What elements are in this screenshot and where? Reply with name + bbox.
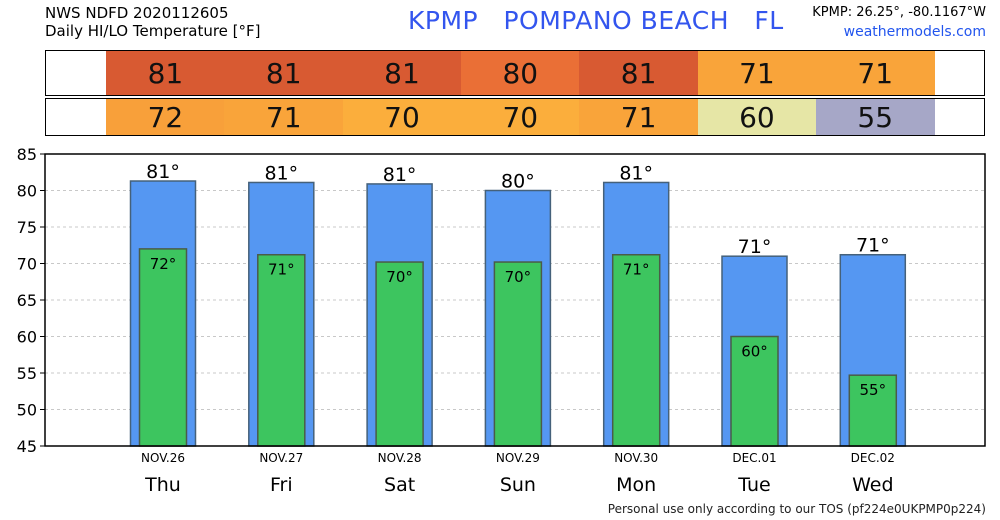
hi-bar-label: 81° <box>264 162 298 184</box>
hi-bar-label: 81° <box>383 164 417 186</box>
hi-bar-label: 81° <box>146 161 180 183</box>
y-tick-label: 65 <box>17 291 37 310</box>
lo-bar <box>375 261 424 447</box>
hi-temp-cell: 81 <box>579 51 698 95</box>
x-date-label: NOV.30 <box>614 451 658 465</box>
y-tick-label: 85 <box>17 145 37 164</box>
lo-temp-cell: 55 <box>815 99 935 135</box>
lo-bar-label: 60° <box>741 343 768 361</box>
lo-temp-cell: 70 <box>342 99 462 135</box>
plot-frame <box>44 153 986 447</box>
lo-bar-label: 71° <box>623 261 650 279</box>
lo-bar <box>611 253 661 447</box>
hi-bar-label: 71° <box>738 236 772 258</box>
y-tick-label: 80 <box>17 182 37 201</box>
y-tick-label: 45 <box>17 437 37 456</box>
site-link[interactable]: weathermodels.com <box>843 24 986 40</box>
x-day-label: Thu <box>144 474 181 496</box>
x-date-label: DEC.02 <box>851 451 895 465</box>
station-coordinates: KPMP: 26.25°, -80.1167°W <box>812 5 986 20</box>
lo-temp-cell: 70 <box>460 99 580 135</box>
lo-temp-cell: 71 <box>224 99 344 135</box>
x-date-label: NOV.29 <box>496 451 540 465</box>
hi-temp-cell: 71 <box>815 51 935 95</box>
lo-bar-label: 70° <box>505 268 532 286</box>
x-date-label: NOV.26 <box>141 451 185 465</box>
lo-temp-cell: 71 <box>579 99 698 135</box>
x-day-label: Sun <box>500 474 536 496</box>
station-title: KPMP POMPANO BEACH FL <box>408 6 784 35</box>
hi-temp-cell: 81 <box>342 51 462 95</box>
x-day-label: Tue <box>737 474 770 496</box>
x-day-label: Sat <box>384 474 415 496</box>
hi-temp-cell: 80 <box>460 51 580 95</box>
hi-bar-label: 71° <box>856 235 890 257</box>
y-tick-label: 60 <box>17 328 37 347</box>
y-tick-label: 50 <box>17 401 37 420</box>
lo-bar-label: 55° <box>860 381 887 399</box>
y-tick-label: 75 <box>17 218 37 237</box>
lo-temp-cell: 60 <box>697 99 817 135</box>
lo-temperature-strip: 72 71 70 70 71 60 55 <box>45 98 985 136</box>
hi-temperature-strip: 81 81 81 80 81 71 71 <box>45 50 985 96</box>
lo-bar <box>493 261 543 447</box>
hi-temp-cell: 71 <box>697 51 817 95</box>
lo-bar-label: 71° <box>268 261 295 279</box>
lo-bar <box>257 253 306 447</box>
lo-temp-cell: 72 <box>106 99 225 135</box>
y-tick-label: 55 <box>17 364 37 383</box>
x-day-label: Wed <box>852 474 893 496</box>
hi-temp-cell: 81 <box>106 51 225 95</box>
footer-note: Personal use only according to our TOS (… <box>607 502 986 516</box>
temperature-chart: 85 80 75 70 65 60 55 50 45 81° 72° NOV.26 Thu 81° 71° N… <box>17 145 986 496</box>
hi-bar-label: 81° <box>619 162 653 184</box>
x-day-label: Fri <box>270 474 293 496</box>
x-date-label: NOV.28 <box>378 451 422 465</box>
hi-bar-label: 80° <box>501 171 535 193</box>
hi-temp-cell: 81 <box>224 51 344 95</box>
product-title: NWS NDFD 2020112605 <box>45 4 229 22</box>
x-date-label: DEC.01 <box>732 451 776 465</box>
x-day-label: Mon <box>616 474 656 496</box>
lo-bar <box>138 248 188 447</box>
lo-bar <box>848 374 898 447</box>
x-date-label: NOV.27 <box>259 451 303 465</box>
lo-bar-label: 70° <box>386 268 413 286</box>
lo-bar-label: 72° <box>150 255 177 273</box>
y-tick-label: 70 <box>17 255 37 274</box>
chart-subtitle: Daily HI/LO Temperature [°F] <box>45 22 261 40</box>
